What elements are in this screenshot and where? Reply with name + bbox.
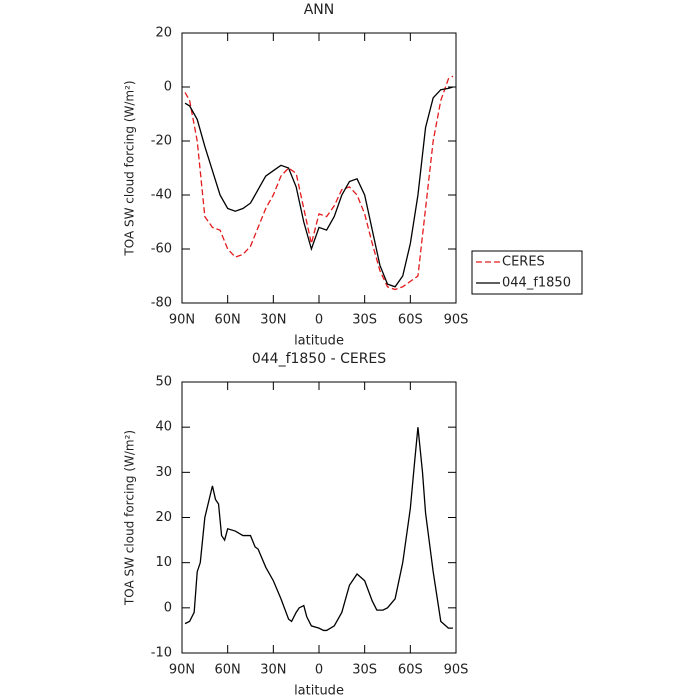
y-tick-label: 20 bbox=[155, 510, 172, 525]
x-tick-label: 60N bbox=[215, 663, 241, 678]
series-line bbox=[184, 427, 453, 632]
x-tick-label: 90S bbox=[444, 663, 469, 678]
x-axis-label: latitude bbox=[294, 334, 344, 349]
series-line bbox=[184, 86, 454, 288]
y-tick-label: 50 bbox=[155, 375, 172, 390]
y-axis-label: TOA SW cloud forcing (W/m²) bbox=[123, 80, 137, 256]
y-axis-label: TOA SW cloud forcing (W/m²) bbox=[123, 430, 137, 606]
series-line bbox=[184, 75, 454, 291]
x-axis-label: latitude bbox=[294, 684, 344, 699]
y-tick-label: 40 bbox=[155, 420, 172, 435]
y-tick-label: -60 bbox=[151, 242, 172, 257]
plot-frame bbox=[181, 381, 457, 654]
x-tick-label: 30S bbox=[352, 663, 377, 678]
y-tick-label: -80 bbox=[151, 296, 172, 311]
y-tick-label: -40 bbox=[151, 188, 172, 203]
x-tick-label: 30S bbox=[352, 313, 377, 328]
y-tick-label: 20 bbox=[155, 26, 172, 41]
legend-label: 044_f1850 bbox=[502, 276, 571, 291]
x-tick-label: 90S bbox=[444, 313, 469, 328]
legend-label: CERES bbox=[502, 255, 545, 270]
plot-frame bbox=[181, 32, 457, 304]
legend-box bbox=[471, 250, 583, 295]
y-tick-label: 0 bbox=[164, 80, 172, 95]
x-tick-label: 90N bbox=[169, 313, 195, 328]
x-tick-label: 30N bbox=[260, 663, 286, 678]
x-tick-label: 60S bbox=[398, 663, 423, 678]
x-tick-label: 60N bbox=[215, 313, 241, 328]
y-tick-label: -20 bbox=[151, 134, 172, 149]
x-tick-label: 0 bbox=[315, 663, 323, 678]
chart-title: 044_f1850 - CERES bbox=[252, 351, 386, 367]
x-tick-label: 60S bbox=[398, 313, 423, 328]
chart-title: ANN bbox=[304, 2, 335, 18]
x-tick-label: 30N bbox=[260, 313, 286, 328]
x-tick-label: 0 bbox=[315, 313, 323, 328]
y-tick-label: -10 bbox=[151, 646, 172, 661]
y-tick-label: 0 bbox=[164, 600, 172, 615]
x-tick-label: 90N bbox=[169, 663, 195, 678]
y-tick-label: 30 bbox=[155, 465, 172, 480]
y-tick-label: 10 bbox=[155, 555, 172, 570]
